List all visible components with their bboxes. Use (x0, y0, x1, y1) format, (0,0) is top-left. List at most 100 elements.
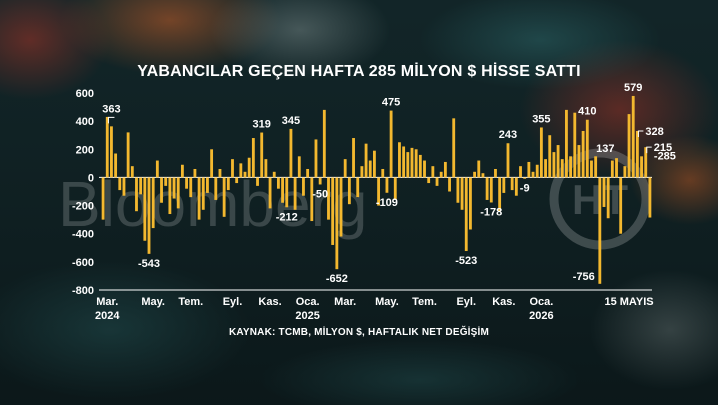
x-tick-label: Kas. (492, 296, 515, 308)
bar (631, 95, 635, 178)
bar (314, 139, 318, 178)
bar (264, 159, 268, 178)
bar (272, 171, 276, 178)
bar (406, 152, 410, 178)
bar (502, 177, 506, 193)
data-label: 579 (624, 82, 642, 94)
data-label: -109 (376, 197, 398, 209)
bar (197, 177, 201, 220)
bar (506, 143, 510, 178)
bar (268, 177, 272, 209)
y-tick-label: -800 (72, 285, 94, 297)
bar (339, 177, 343, 237)
bar (122, 177, 126, 196)
bar (431, 166, 435, 178)
bar (418, 154, 422, 178)
data-label: -652 (326, 273, 348, 285)
bar (598, 177, 602, 284)
bar (352, 138, 355, 178)
y-tick-label: -600 (72, 257, 94, 269)
bar (372, 150, 376, 178)
data-label: -285 (654, 151, 676, 163)
bar (243, 171, 247, 178)
data-label: -50 (312, 188, 328, 200)
bar (606, 177, 610, 219)
bar (235, 177, 239, 184)
watermark-logo: Bloomberg (58, 168, 368, 240)
x-tick-label: Eyl. (456, 296, 476, 308)
y-tick-label: 400 (76, 116, 94, 128)
bar (130, 166, 134, 178)
bar (147, 177, 151, 254)
bar (602, 177, 606, 207)
bar (585, 119, 589, 178)
y-tick-label: 0 (88, 172, 94, 184)
bar (247, 157, 251, 178)
bar (368, 160, 372, 178)
data-label: 475 (382, 97, 400, 109)
bar (151, 177, 155, 229)
bar (619, 177, 623, 234)
bar (210, 149, 214, 178)
bar (143, 177, 147, 241)
bar (193, 168, 197, 178)
bar (364, 143, 368, 178)
bar (590, 160, 593, 178)
bar (293, 177, 297, 210)
x-axis: Mar. 2024 May. Tem. Eyl. Kas. Oca. 2025 Mar. May.… (95, 296, 654, 322)
bar (222, 177, 226, 217)
bar (581, 130, 585, 178)
bar (201, 177, 205, 210)
bar (469, 177, 472, 230)
bar (377, 177, 381, 206)
bar (414, 149, 418, 178)
bar (110, 126, 113, 178)
data-label: 345 (282, 115, 300, 127)
bar (560, 159, 564, 178)
bar (494, 168, 497, 178)
bar (306, 168, 310, 178)
bar (360, 166, 364, 178)
y-axis: 600 400 200 0 -200 -400 -600 -800 (72, 88, 94, 297)
bar (648, 177, 652, 218)
y-tick-label: 600 (76, 88, 94, 100)
bar (439, 171, 443, 178)
data-label: 355 (532, 113, 550, 125)
data-label: 243 (499, 129, 517, 141)
bar (544, 159, 547, 178)
x-tick-label: Mar. (334, 296, 356, 308)
bar (276, 177, 280, 189)
bar (135, 177, 138, 212)
x-tick-label: Oca. (296, 296, 320, 308)
bar (523, 177, 527, 179)
bar (393, 177, 397, 200)
x-tick-label: Tem. (178, 296, 203, 308)
bar (101, 177, 105, 220)
data-label-leader (637, 130, 644, 137)
bar (615, 158, 618, 178)
bar (172, 177, 176, 199)
bar (331, 177, 335, 245)
bar (456, 177, 460, 203)
x-tick-label: Kas. (258, 296, 281, 308)
x-tick-label: Eyl. (223, 296, 243, 308)
bar (180, 164, 184, 178)
bar (285, 177, 289, 208)
data-label-leader (646, 146, 652, 154)
bar (565, 109, 568, 178)
bar (343, 159, 347, 178)
bar (398, 142, 401, 178)
x-tick-label: May. (375, 296, 399, 308)
bar (485, 177, 489, 200)
bar (594, 156, 598, 178)
y-tick-label: 200 (76, 144, 94, 156)
bar (610, 160, 614, 178)
bar (514, 177, 518, 196)
bar (548, 135, 552, 178)
data-label: 410 (578, 106, 596, 118)
bar-series (101, 95, 652, 284)
bar (168, 177, 172, 215)
bar (423, 160, 426, 178)
